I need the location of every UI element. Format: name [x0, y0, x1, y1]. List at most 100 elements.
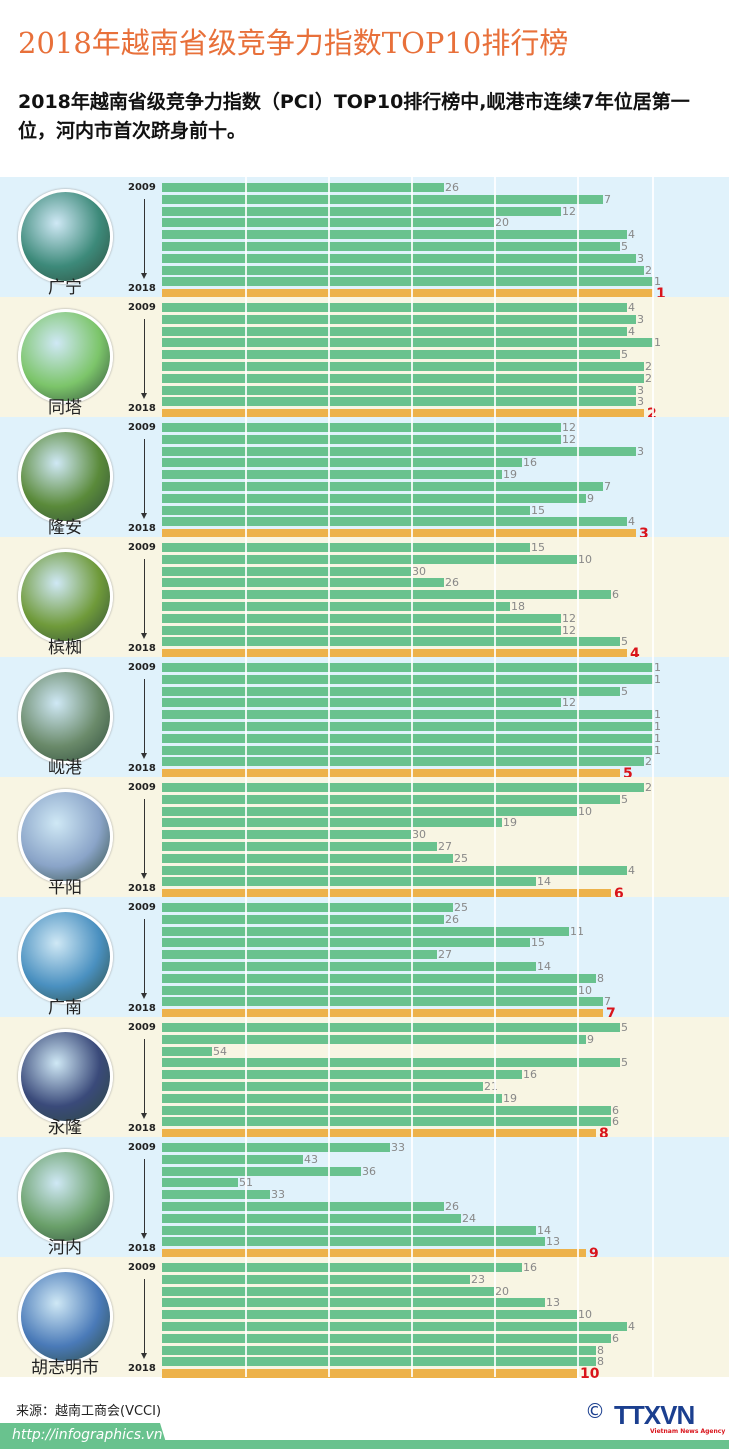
bar-2018 — [162, 289, 653, 299]
bar-2013 — [162, 350, 620, 360]
rank-label: 6 — [612, 1331, 619, 1345]
rank-label: 25 — [454, 851, 468, 865]
rank-label: 36 — [362, 1164, 376, 1178]
rank-label: 26 — [445, 576, 459, 590]
down-arrow-icon — [141, 199, 147, 279]
bar-2015 — [162, 973, 596, 983]
bar-2014 — [162, 1202, 444, 1211]
bar-2012 — [162, 1058, 620, 1068]
rank-label: 10 — [578, 552, 592, 566]
rank-label: 10 — [578, 983, 592, 997]
bar-2012 — [162, 1178, 238, 1188]
rank-chart: 广宁 2009 2018 26 7 12 20 4 5 3 2 1 1 同塔 2009 2018 4 3 4 1 5 2 2… — [0, 177, 729, 1381]
rank-label: 10 — [578, 1308, 592, 1322]
rank-label: 4 — [628, 324, 635, 338]
rank-label: 6 — [614, 886, 624, 903]
bar-2012 — [162, 818, 502, 828]
province-section: 隆安 2009 2018 12 12 3 16 19 7 9 15 4 3 — [0, 417, 729, 541]
bar-2010 — [162, 674, 653, 684]
down-arrow-icon — [141, 679, 147, 759]
bar-2009 — [162, 1023, 620, 1032]
bar-2012 — [162, 578, 444, 588]
gridline — [494, 177, 496, 1377]
rank-label: 3 — [637, 444, 644, 458]
bar-2011 — [162, 1046, 212, 1056]
province-section: 永隆 2009 2018 5 9 54 5 16 21 19 6 6 8 — [0, 1017, 729, 1141]
bar-2014 — [162, 362, 644, 371]
bar-2016 — [162, 505, 530, 515]
province-name: 河内 — [48, 1238, 82, 1258]
bar-2018 — [162, 649, 627, 659]
rank-label: 1 — [654, 336, 661, 350]
year-end-label: 2018 — [128, 403, 156, 414]
rank-label: 16 — [523, 1261, 537, 1274]
bar-2013 — [162, 950, 437, 960]
rank-label: 5 — [621, 792, 628, 806]
page-title: 2018年越南省级竞争力指数TOP10排行榜 — [18, 26, 569, 60]
bar-2013 — [162, 1310, 577, 1320]
bar-2017 — [162, 637, 620, 647]
rank-label: 5 — [621, 684, 628, 698]
rank-label: 1 — [654, 731, 661, 745]
rank-label: 23 — [471, 1272, 485, 1286]
rank-label: 19 — [503, 816, 517, 830]
bar-2015 — [162, 1333, 611, 1343]
bar-2018 — [162, 769, 620, 779]
rank-label: 30 — [412, 564, 426, 578]
website-link[interactable]: http://infographics.vn — [12, 1427, 163, 1443]
bar-2017 — [162, 1357, 596, 1367]
rank-label: 2 — [645, 263, 652, 277]
province-name: 同塔 — [48, 398, 82, 418]
province-section: 同塔200920184341522332 — [0, 297, 729, 421]
year-end-label: 2018 — [128, 1243, 156, 1254]
rank-label: 20 — [495, 1284, 509, 1298]
rank-label: 5 — [621, 1021, 628, 1034]
rank-label: 5 — [623, 766, 633, 783]
province-section: 槟椥 2009 2018 15 10 30 26 6 18 12 12 5 4 — [0, 537, 729, 661]
rank-label: 3 — [637, 383, 644, 397]
rank-label: 26 — [445, 912, 459, 926]
province-photo — [18, 789, 113, 884]
copyright-icon: © — [585, 1399, 605, 1423]
bar-2016 — [162, 1105, 611, 1115]
rank-label: 15 — [531, 541, 545, 554]
bar-2016 — [162, 985, 577, 995]
rank-label: 2 — [647, 407, 657, 421]
rank-label: 5 — [621, 348, 628, 362]
bar-2016 — [162, 1225, 536, 1235]
rank-label: 33 — [391, 1141, 405, 1154]
bar-2015 — [162, 1093, 502, 1103]
province-name: 胡志明市 — [31, 1358, 99, 1378]
rank-label: 9 — [589, 1246, 599, 1263]
down-arrow-icon — [141, 1039, 147, 1119]
year-start-label: 2009 — [128, 302, 156, 313]
bar-2013 — [162, 710, 653, 720]
bar-2011 — [162, 446, 636, 456]
rank-label: 1 — [654, 743, 661, 757]
rank-label: 8 — [597, 1343, 604, 1357]
logo-subtitle: Vietnam News Agency — [650, 1428, 726, 1435]
rank-label: 7 — [606, 1006, 616, 1023]
bar-2015 — [162, 1213, 461, 1223]
bar-2018 — [162, 1249, 586, 1259]
province-section: 平阳 2009 2018 2 5 10 19 30 27 25 4 14 6 — [0, 777, 729, 903]
bar-2016 — [162, 745, 653, 755]
bar-2010 — [162, 314, 636, 324]
bar-2014 — [162, 482, 603, 491]
rank-label: 2 — [645, 360, 652, 373]
rank-label: 16 — [523, 1068, 537, 1082]
bar-2009 — [162, 423, 561, 432]
bar-2009 — [162, 783, 644, 792]
rank-label: 4 — [628, 515, 635, 529]
rank-label: 27 — [438, 948, 452, 962]
bar-2009 — [162, 303, 627, 312]
bar-2016 — [162, 865, 627, 875]
year-end-label: 2018 — [128, 283, 156, 294]
bar-2015 — [162, 253, 636, 263]
ttxvn-logo: TTXVN — [614, 1400, 695, 1430]
bar-2017 — [162, 757, 644, 767]
bar-2010 — [162, 434, 561, 444]
rank-label: 15 — [531, 503, 545, 517]
province-photo — [18, 669, 113, 764]
rank-label: 18 — [511, 600, 525, 613]
